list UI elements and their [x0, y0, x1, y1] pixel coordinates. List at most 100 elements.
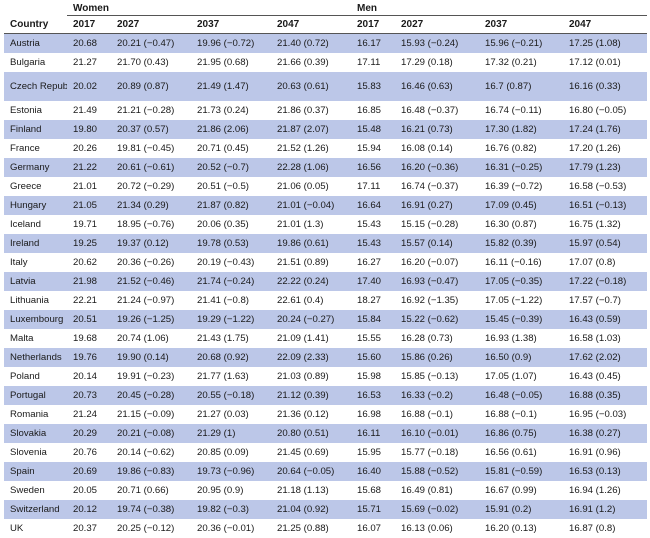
country-cell: Latvia: [4, 272, 67, 291]
value-cell: 15.55: [351, 329, 395, 348]
value-cell: 21.01: [67, 177, 111, 196]
value-cell: 15.69 (−0.02): [395, 500, 479, 519]
value-cell: 19.78 (0.53): [191, 234, 271, 253]
value-cell: 17.29 (0.18): [395, 53, 479, 72]
value-cell: 20.51 (−0.5): [191, 177, 271, 196]
value-cell: 17.05 (1.07): [479, 367, 563, 386]
value-cell: 16.21 (0.73): [395, 120, 479, 139]
country-cell: Romania: [4, 405, 67, 424]
value-cell: 21.01 (1.3): [271, 215, 351, 234]
value-cell: 16.56 (0.61): [479, 443, 563, 462]
value-cell: 16.7 (0.87): [479, 72, 563, 101]
value-cell: 19.74 (−0.38): [111, 500, 191, 519]
value-cell: 20.76: [67, 443, 111, 462]
value-cell: 16.74 (−0.11): [479, 101, 563, 120]
value-cell: 20.71 (0.45): [191, 139, 271, 158]
value-cell: 16.20 (0.13): [479, 519, 563, 538]
value-cell: 21.73 (0.24): [191, 101, 271, 120]
value-cell: 21.43 (1.75): [191, 329, 271, 348]
value-cell: 16.43 (0.45): [563, 367, 647, 386]
value-cell: 17.05 (−1.22): [479, 291, 563, 310]
country-cell: Spain: [4, 462, 67, 481]
value-cell: 16.92 (−1.35): [395, 291, 479, 310]
value-cell: 15.77 (−0.18): [395, 443, 479, 462]
value-cell: 19.91 (−0.23): [111, 367, 191, 386]
value-cell: 21.25 (0.88): [271, 519, 351, 538]
value-cell: 16.94 (1.26): [563, 481, 647, 500]
value-cell: 16.67 (0.99): [479, 481, 563, 500]
value-cell: 19.82 (−0.3): [191, 500, 271, 519]
value-cell: 20.26: [67, 139, 111, 158]
value-cell: 15.43: [351, 215, 395, 234]
value-cell: 21.52 (1.26): [271, 139, 351, 158]
value-cell: 15.91 (0.2): [479, 500, 563, 519]
value-cell: 19.26 (−1.25): [111, 310, 191, 329]
value-cell: 21.18 (1.13): [271, 481, 351, 500]
value-cell: 16.93 (−0.47): [395, 272, 479, 291]
value-cell: 16.58 (1.03): [563, 329, 647, 348]
value-cell: 15.94: [351, 139, 395, 158]
value-cell: 16.17: [351, 34, 395, 54]
value-cell: 15.71: [351, 500, 395, 519]
value-cell: 20.19 (−0.43): [191, 253, 271, 272]
value-cell: 21.12 (0.39): [271, 386, 351, 405]
value-cell: 21.04 (0.92): [271, 500, 351, 519]
value-cell: 16.43 (0.59): [563, 310, 647, 329]
value-cell: 21.45 (0.69): [271, 443, 351, 462]
value-cell: 15.83: [351, 72, 395, 101]
value-cell: 20.36 (−0.26): [111, 253, 191, 272]
value-cell: 16.95 (−0.03): [563, 405, 647, 424]
value-cell: 18.27: [351, 291, 395, 310]
value-cell: 16.58 (−0.53): [563, 177, 647, 196]
value-cell: 16.38 (0.27): [563, 424, 647, 443]
value-cell: 19.86 (0.61): [271, 234, 351, 253]
value-cell: 19.96 (−0.72): [191, 34, 271, 54]
value-cell: 22.61 (0.4): [271, 291, 351, 310]
value-cell: 21.52 (−0.46): [111, 272, 191, 291]
value-cell: 15.95: [351, 443, 395, 462]
value-cell: 17.40: [351, 272, 395, 291]
value-cell: 20.80 (0.51): [271, 424, 351, 443]
value-cell: 21.86 (2.06): [191, 120, 271, 139]
value-cell: 15.43: [351, 234, 395, 253]
value-cell: 21.21 (−0.28): [111, 101, 191, 120]
country-cell: Iceland: [4, 215, 67, 234]
value-cell: 15.98: [351, 367, 395, 386]
value-cell: 20.25 (−0.12): [111, 519, 191, 538]
country-cell: Poland: [4, 367, 67, 386]
value-cell: 16.48 (−0.37): [395, 101, 479, 120]
value-cell: 20.63 (0.61): [271, 72, 351, 101]
value-cell: 18.95 (−0.76): [111, 215, 191, 234]
value-cell: 21.49 (1.47): [191, 72, 271, 101]
value-cell: 21.51 (0.89): [271, 253, 351, 272]
value-cell: 17.57 (−0.7): [563, 291, 647, 310]
value-cell: 16.91 (0.27): [395, 196, 479, 215]
country-cell: Switzerland: [4, 500, 67, 519]
value-cell: 16.51 (−0.13): [563, 196, 647, 215]
value-cell: 21.86 (0.37): [271, 101, 351, 120]
value-cell: 21.70 (0.43): [111, 53, 191, 72]
value-cell: 21.27 (0.03): [191, 405, 271, 424]
value-cell: 16.85: [351, 101, 395, 120]
value-cell: 21.74 (−0.24): [191, 272, 271, 291]
country-cell: Estonia: [4, 101, 67, 120]
country-cell: Greece: [4, 177, 67, 196]
country-cell: Slovakia: [4, 424, 67, 443]
value-cell: 16.31 (−0.25): [479, 158, 563, 177]
value-cell: 21.95 (0.68): [191, 53, 271, 72]
value-cell: 19.37 (0.12): [111, 234, 191, 253]
